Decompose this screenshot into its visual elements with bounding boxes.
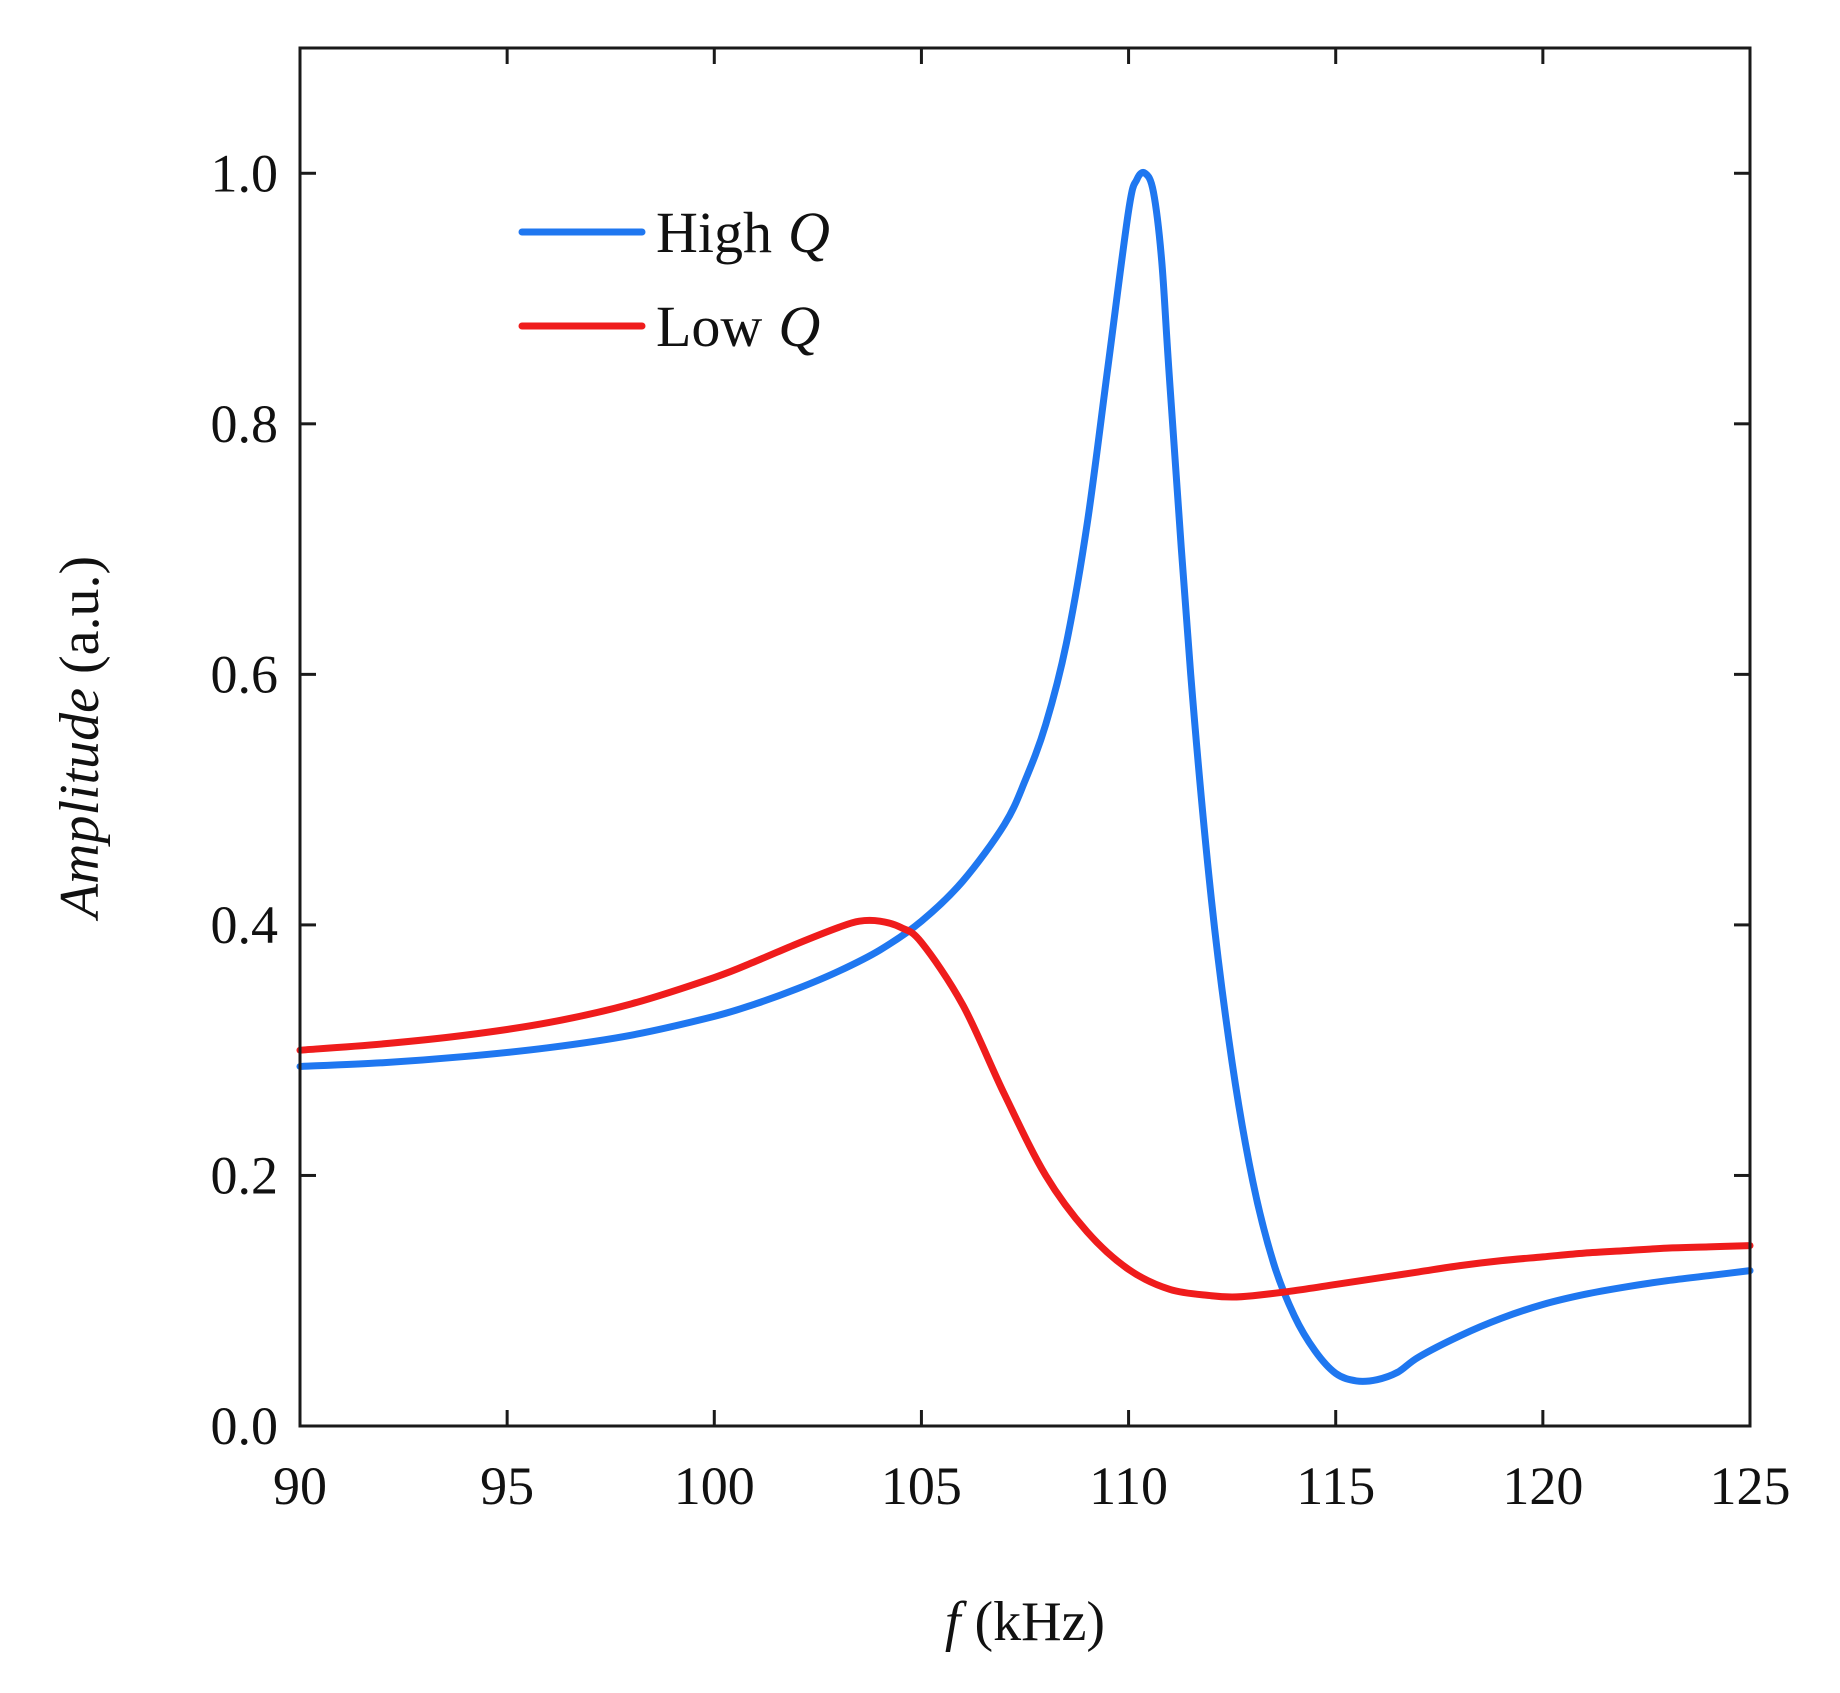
y-axis-title: Amplitude (a.u.) [49, 556, 111, 922]
legend: High Q Low Q [518, 200, 830, 359]
y-axis-title-unit: (a.u.) [49, 556, 111, 674]
legend-label-low-q-text: Low [656, 294, 762, 359]
y-tick-label: 0.6 [211, 644, 279, 704]
y-axis: 0.0 0.2 0.4 0.6 0.8 1.0 [211, 143, 1750, 1456]
legend-label-high-q-text: High [656, 200, 772, 265]
y-tick-label: 1.0 [211, 143, 279, 203]
x-tick-label: 110 [1089, 1456, 1168, 1516]
x-tick-label: 115 [1296, 1456, 1375, 1516]
y-tick-label: 0.2 [211, 1145, 279, 1205]
legend-label-high-q-symbol: Q [788, 200, 830, 265]
series-line-high-q [296, 169, 1754, 1385]
series-layer [296, 169, 1754, 1385]
legend-label-low-q: Low Q [656, 294, 820, 359]
x-tick-label: 95 [480, 1456, 534, 1516]
x-tick-label: 105 [881, 1456, 962, 1516]
y-axis-title-symbol: Amplitude [49, 688, 111, 922]
x-tick-label: 120 [1502, 1456, 1583, 1516]
x-axis: 90 95 100 105 110 115 120 125 [273, 48, 1791, 1516]
x-axis-title-unit: (kHz) [974, 1591, 1105, 1653]
plot-frame [298, 46, 1752, 1428]
y-tick-label: 0.0 [211, 1396, 279, 1456]
legend-label-low-q-symbol: Q [778, 294, 820, 359]
y-tick-label: 0.4 [211, 895, 279, 955]
x-tick-label: 90 [273, 1456, 327, 1516]
legend-label-high-q: High Q [656, 200, 830, 265]
series-line-low-q [296, 916, 1754, 1301]
x-tick-label: 125 [1710, 1456, 1791, 1516]
y-tick-label: 0.8 [211, 394, 279, 454]
x-tick-label: 100 [674, 1456, 755, 1516]
